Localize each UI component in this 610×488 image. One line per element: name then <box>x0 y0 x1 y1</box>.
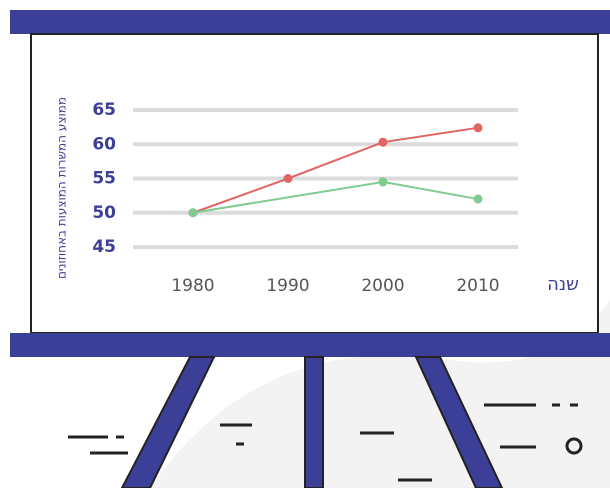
board-bottom <box>10 333 610 357</box>
decor <box>68 403 583 482</box>
x-axis-label: שנה <box>547 274 579 295</box>
point <box>188 208 198 218</box>
point <box>378 177 388 187</box>
x-tick-label: 1990 <box>266 276 309 296</box>
background-blob <box>150 300 610 488</box>
x-tick-label: 2000 <box>361 276 404 296</box>
legs <box>120 356 504 488</box>
point <box>473 123 483 133</box>
point <box>473 194 483 204</box>
y-tick-label: 45 <box>92 237 116 257</box>
y-tick-label: 65 <box>92 100 116 120</box>
y-tick-label: 55 <box>92 169 116 189</box>
y-tick-label: 50 <box>92 203 116 223</box>
x-tick-label: 2010 <box>456 276 499 296</box>
point <box>283 174 293 183</box>
board <box>30 33 599 334</box>
line <box>192 126 479 214</box>
point <box>378 137 388 147</box>
y-axis-label: ממוצע המשרות המוצעות באחוזונים <box>55 97 69 279</box>
y-tick-label: 60 <box>92 134 116 154</box>
x-tick-label: 1980 <box>171 276 214 296</box>
board-top <box>10 10 610 34</box>
